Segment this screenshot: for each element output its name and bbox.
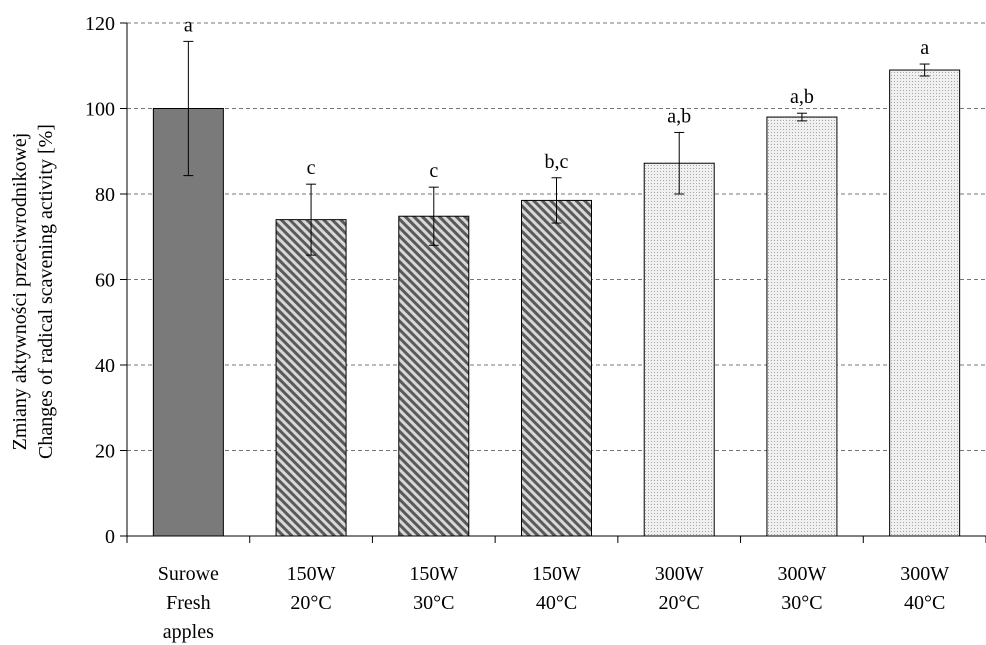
y-tick-label: 100 (85, 99, 115, 121)
significance-label: a,b (790, 86, 814, 108)
bar (643, 162, 715, 537)
bar (398, 215, 470, 537)
y-tick-label: 60 (95, 270, 115, 292)
category-label: 40°C (904, 592, 945, 614)
category-label: Surowe (158, 563, 219, 585)
bar (889, 69, 961, 537)
category-label: 20°C (290, 592, 331, 614)
category-label: 150W (532, 563, 581, 585)
significance-label: c (429, 160, 438, 182)
significance-label: a (184, 14, 193, 36)
category-label: 300W (900, 563, 949, 585)
category-label: 30°C (413, 592, 454, 614)
significance-label: a,b (667, 105, 691, 127)
labels: 0 20 40 60 80 100 120 a Surowe Fresh apples c 150W 20… (9, 13, 949, 643)
category-label: 150W (287, 563, 336, 585)
y-axis-label: Changes of radical scavening activity [%… (35, 124, 57, 459)
category-label: 40°C (536, 592, 577, 614)
y-tick-label: 0 (105, 526, 115, 548)
bar (521, 199, 592, 537)
bar (766, 116, 838, 537)
category-label: apples (163, 621, 214, 643)
y-tick-label: 20 (95, 441, 115, 463)
category-label: 30°C (781, 592, 822, 614)
significance-label: c (307, 157, 316, 179)
bars (152, 40, 961, 537)
category-label: 150W (409, 563, 458, 585)
category-label: 300W (655, 563, 704, 585)
y-tick-label: 80 (95, 184, 115, 206)
significance-label: a (920, 37, 929, 59)
y-axis-label: Zmiany aktywności przeciwrodnikowej (9, 133, 31, 451)
category-label: 300W (777, 563, 826, 585)
y-tick-label: 120 (85, 13, 115, 35)
category-label: Fresh (166, 592, 210, 614)
significance-label: b,c (545, 151, 569, 173)
bar (275, 219, 347, 537)
axes (120, 22, 986, 543)
category-label: 20°C (659, 592, 700, 614)
y-tick-label: 40 (95, 355, 115, 377)
